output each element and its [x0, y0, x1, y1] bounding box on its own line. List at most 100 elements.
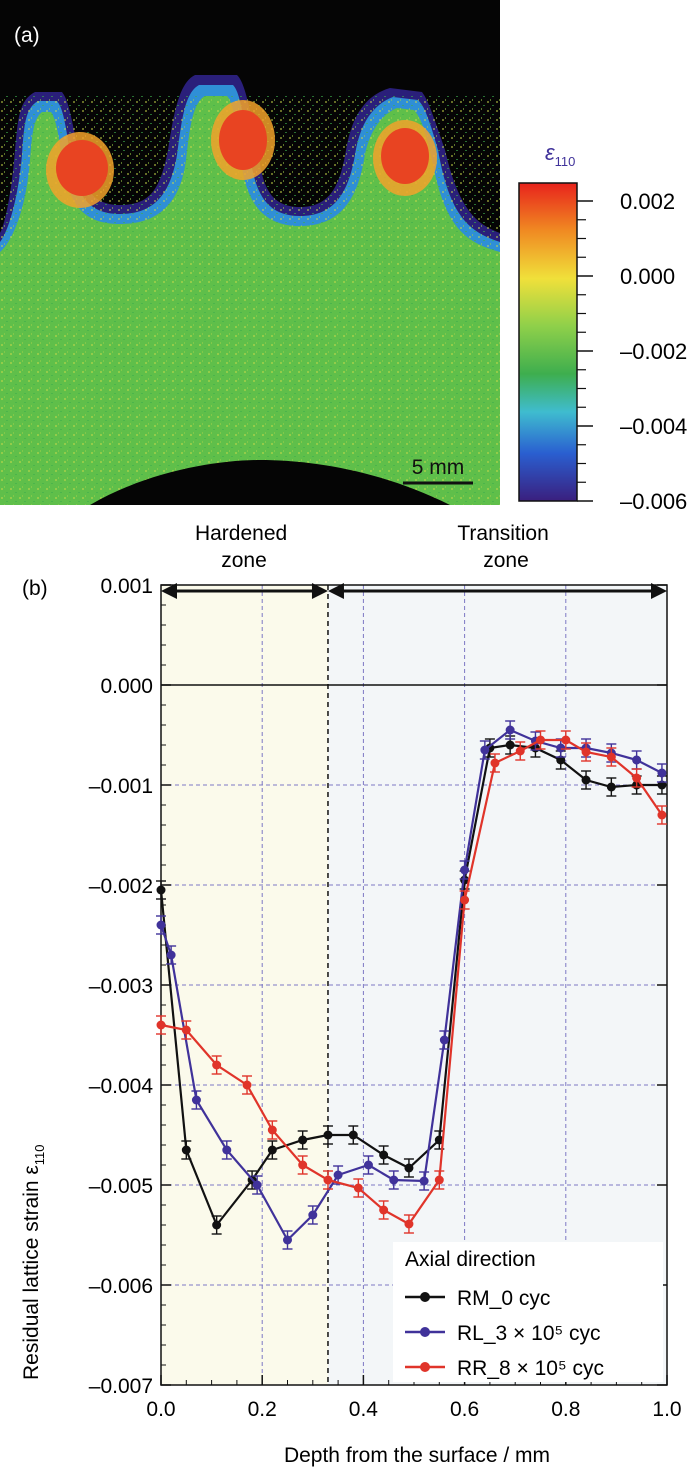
strain-map-panel: (a) 5 mm ε110 0.002 0.000 –0.002 –0.004 –0.0… — [0, 0, 687, 510]
data-point — [515, 746, 525, 756]
data-point — [505, 725, 515, 735]
series-3 — [156, 730, 667, 1234]
y-tick-label: –0.006 — [89, 1275, 153, 1298]
data-point — [298, 1135, 308, 1145]
gear-bore — [90, 460, 450, 505]
y-tick-label: 0.001 — [100, 575, 153, 598]
data-point — [556, 743, 566, 753]
panel-b-label: (b) — [22, 577, 48, 600]
data-point — [212, 1220, 222, 1230]
data-point — [191, 1095, 201, 1105]
data-point — [536, 735, 545, 745]
data-point — [632, 773, 642, 783]
arrowhead-left-icon — [161, 583, 177, 599]
data-point — [333, 1170, 343, 1180]
data-point — [434, 1175, 444, 1185]
data-point — [348, 1130, 358, 1140]
data-point — [657, 768, 667, 778]
legend-box — [393, 1242, 663, 1382]
arrowhead-right-icon — [311, 583, 328, 599]
tooth-tip-hot-left — [56, 140, 108, 196]
data-point — [267, 1145, 277, 1155]
data-point — [353, 1183, 363, 1193]
data-point — [156, 1020, 166, 1030]
legend-swatch-marker — [420, 1362, 430, 1372]
x-axis-label: Depth from the surface / mm — [284, 1444, 550, 1467]
colorbar-tick-label: 0.000 — [620, 264, 675, 289]
data-point — [490, 758, 500, 768]
data-point — [252, 1180, 262, 1190]
data-point — [404, 1163, 414, 1173]
data-point — [242, 1080, 252, 1090]
data-point — [156, 885, 166, 895]
y-tick-label: –0.002 — [89, 875, 153, 898]
data-point — [379, 1205, 389, 1215]
data-point — [561, 735, 571, 745]
data-point — [606, 752, 616, 762]
data-point — [460, 865, 470, 875]
zone-label-hardened: Hardened zone — [195, 522, 293, 572]
data-point — [419, 1176, 429, 1186]
colorbar-title: ε110 — [545, 140, 575, 169]
colorbar — [518, 182, 578, 502]
data-point — [212, 1060, 222, 1070]
x-tick-label: 0.8 — [551, 1398, 580, 1421]
data-point — [181, 1145, 191, 1155]
data-point — [298, 1160, 308, 1170]
data-point — [222, 1145, 232, 1155]
legend-swatch-marker — [420, 1292, 430, 1302]
data-point — [267, 1125, 277, 1135]
data-point — [657, 810, 667, 820]
data-point — [657, 780, 667, 790]
data-point — [505, 740, 515, 750]
data-point — [308, 1210, 318, 1220]
data-point — [480, 745, 490, 755]
series-line — [159, 743, 662, 1228]
x-tick-label: 0.2 — [248, 1398, 277, 1421]
hardened-zone-shade — [161, 585, 328, 1385]
colorbar-ticks: 0.002 0.000 –0.002 –0.004 –0.006 — [577, 189, 687, 510]
colorbar-tick-label: –0.006 — [620, 489, 687, 510]
tooth-tip-hot-mid — [219, 110, 267, 170]
y-tick-label: 0.000 — [100, 675, 153, 698]
colorbar-tick-label: –0.004 — [620, 414, 687, 439]
data-point — [606, 782, 616, 792]
y-axis-label: Residual lattice strain ε110 — [20, 1144, 47, 1380]
data-point — [434, 1135, 444, 1145]
colorbar-tick-label: –0.002 — [620, 339, 687, 364]
arrowhead-right-icon — [651, 583, 667, 599]
y-tick-label: –0.003 — [89, 975, 153, 998]
y-tick-label: –0.001 — [89, 775, 153, 798]
panel-a-label: (a) — [14, 24, 40, 47]
x-tick-label: 0.0 — [146, 1398, 175, 1421]
data-point — [323, 1175, 333, 1185]
data-point — [389, 1175, 399, 1185]
x-tick-label: 1.0 — [652, 1398, 681, 1421]
legend-label: RM_0 cyc — [457, 1287, 550, 1310]
residual-strain-chart: (b) Hardened zone Transition zone 0.0010… — [20, 522, 682, 1467]
colorbar-tick-label: 0.002 — [620, 189, 675, 214]
data-point — [439, 1035, 449, 1045]
data-point — [581, 775, 591, 785]
legend-swatch-marker — [420, 1327, 430, 1337]
data-point — [181, 1025, 191, 1035]
data-point — [379, 1150, 389, 1160]
scale-bar-label: 5 mm — [412, 456, 465, 479]
legend-label: RR_8 × 10⁵ cyc — [457, 1357, 604, 1380]
data-point — [556, 755, 566, 765]
data-point — [156, 920, 166, 930]
data-point — [460, 895, 470, 905]
y-tick-label: –0.007 — [89, 1375, 153, 1398]
y-tick-label: –0.005 — [89, 1175, 153, 1198]
tooth-tip-hot-right — [381, 128, 429, 184]
data-point — [404, 1219, 414, 1229]
plot-area: 0.001 0.000 –0.001 –0.002 –0.003 –0.004 –0.005… — [89, 575, 682, 1421]
y-tick-label: –0.004 — [89, 1075, 154, 1098]
data-point — [363, 1160, 373, 1170]
x-tick-label: 0.4 — [349, 1398, 379, 1421]
arrowhead-left-icon — [327, 583, 344, 599]
data-point — [283, 1235, 292, 1245]
legend-title: Axial direction — [405, 1248, 536, 1271]
data-point — [323, 1130, 333, 1140]
zone-label-transition: Transition zone — [457, 522, 554, 572]
